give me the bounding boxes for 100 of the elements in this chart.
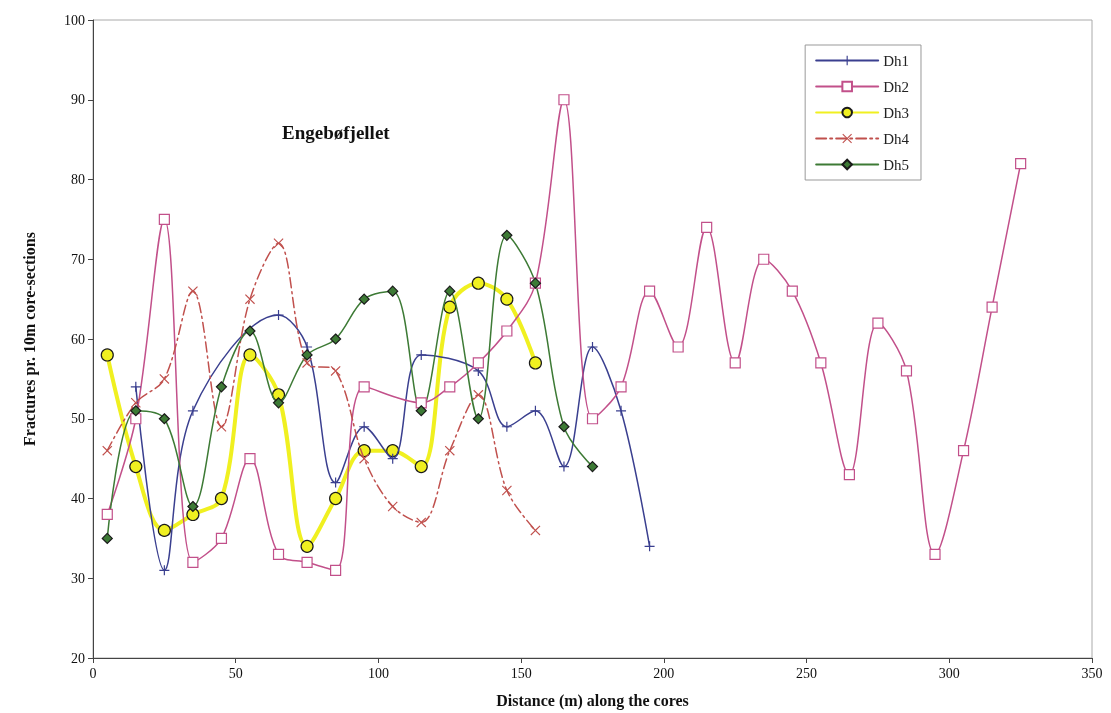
point <box>330 365 341 376</box>
y-tick-label: 70 <box>71 251 85 267</box>
point <box>387 285 399 297</box>
legend-label: Dh5 <box>883 156 910 173</box>
point <box>701 221 713 233</box>
point <box>187 556 199 568</box>
point <box>130 405 142 417</box>
point <box>216 421 227 432</box>
point <box>272 548 285 560</box>
point <box>215 381 228 393</box>
legend-label: Dh2 <box>883 78 910 95</box>
x-axis-title: Distance (m) along the cores <box>496 691 689 710</box>
point <box>159 373 170 384</box>
point <box>501 325 513 337</box>
point <box>528 356 543 370</box>
point <box>416 349 427 360</box>
x-tick-label: 50 <box>228 665 243 681</box>
point <box>100 348 114 362</box>
point <box>329 491 343 506</box>
point <box>443 300 457 314</box>
x-tick-label: 300 <box>938 665 960 681</box>
point <box>416 517 427 528</box>
point <box>616 405 627 416</box>
y-tick-label: 50 <box>71 411 85 427</box>
point <box>501 485 512 496</box>
point <box>157 523 171 537</box>
point <box>130 397 141 408</box>
point <box>586 413 599 425</box>
point <box>672 341 684 353</box>
point <box>243 348 257 362</box>
point <box>415 405 427 417</box>
x-tick-label: 200 <box>653 665 675 681</box>
point <box>472 357 484 369</box>
y-tick-label: 80 <box>71 172 85 187</box>
point <box>358 293 370 305</box>
point <box>359 453 370 464</box>
point <box>558 461 569 472</box>
point <box>843 468 855 481</box>
point <box>101 532 113 544</box>
legend-label: Dh1 <box>883 52 910 69</box>
point <box>215 532 228 544</box>
point <box>586 461 599 473</box>
point <box>900 365 913 377</box>
y-tick-label: 100 <box>64 12 85 28</box>
point <box>929 548 941 560</box>
x-tick-label: 0 <box>89 665 97 681</box>
point <box>214 491 229 506</box>
point <box>187 405 198 416</box>
x-tick-label: 250 <box>796 665 818 681</box>
point <box>986 301 998 313</box>
point <box>501 229 513 241</box>
point <box>473 389 484 400</box>
point <box>414 460 428 474</box>
text: Engebøfjellet <box>282 122 391 143</box>
y-tick-label: 40 <box>71 491 85 506</box>
y-tick-label: 20 <box>71 650 85 666</box>
y-axis-title: Fractures pr. 10m core-sections <box>20 232 39 446</box>
point <box>729 357 741 369</box>
point <box>300 539 314 553</box>
y-tick-label: 90 <box>71 92 85 108</box>
point <box>158 213 170 225</box>
point <box>301 349 313 361</box>
point <box>444 381 456 393</box>
point <box>558 421 570 433</box>
point <box>358 381 370 393</box>
point <box>272 397 285 409</box>
point <box>471 276 485 290</box>
x-tick-label: 150 <box>510 665 532 681</box>
point <box>187 286 198 297</box>
point <box>415 397 427 409</box>
point <box>558 94 570 106</box>
point <box>758 253 770 265</box>
point <box>500 292 514 306</box>
point <box>273 238 284 249</box>
point <box>330 333 342 345</box>
point <box>444 445 455 456</box>
point <box>101 508 113 521</box>
point <box>444 285 456 297</box>
y-tick-label: 60 <box>71 331 85 347</box>
point <box>1015 157 1027 170</box>
point <box>330 564 342 576</box>
point <box>786 285 798 297</box>
x-tick-label: 100 <box>367 665 389 681</box>
point <box>815 357 827 369</box>
point <box>244 453 256 465</box>
point <box>129 460 143 474</box>
point <box>301 556 313 568</box>
point <box>187 500 199 513</box>
point <box>615 381 627 393</box>
legend-label: Dh3 <box>883 104 910 121</box>
point <box>387 501 398 512</box>
point <box>472 413 484 425</box>
point <box>273 310 284 321</box>
point <box>244 325 256 337</box>
legend-label: Dh4 <box>883 130 910 147</box>
point <box>643 285 656 297</box>
point <box>102 445 113 456</box>
point <box>158 413 170 425</box>
x-tick-label: 350 <box>1081 665 1103 681</box>
point <box>957 445 970 457</box>
